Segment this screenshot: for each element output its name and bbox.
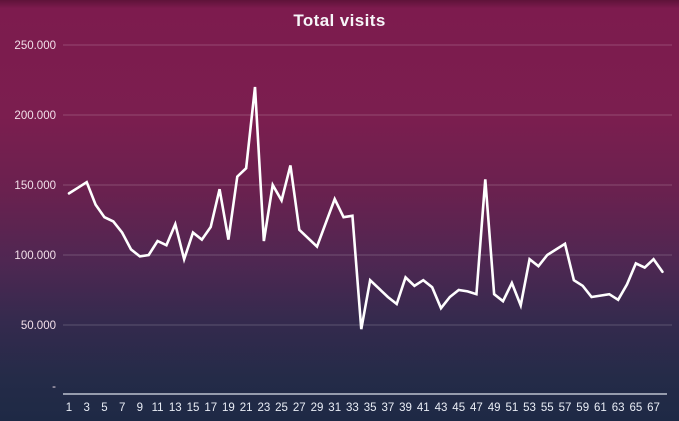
x-tick-label: 43 <box>435 402 448 414</box>
x-tick-label: 11 <box>152 402 164 414</box>
y-tick-label: 150.000 <box>14 180 56 192</box>
y-tick-label: 100.000 <box>14 250 56 262</box>
x-tick-label: 59 <box>576 402 589 414</box>
x-tick-label: 15 <box>187 402 200 414</box>
x-tick-label: 33 <box>346 402 359 414</box>
x-tick-label: 13 <box>169 402 182 414</box>
x-tick-label: 1 <box>66 402 72 414</box>
x-tick-label: 41 <box>417 402 430 414</box>
x-tick-label: 27 <box>293 402 306 414</box>
x-tick-label: 9 <box>137 402 143 414</box>
x-tick-label: 53 <box>523 402 536 414</box>
x-tick-label: 7 <box>119 402 125 414</box>
y-tick-label: 200.000 <box>14 110 56 122</box>
x-tick-label: 57 <box>559 402 572 414</box>
y-tick-label: 250.000 <box>14 40 56 52</box>
y-tick-label: 50.000 <box>21 320 56 332</box>
x-tick-label: 49 <box>488 402 501 414</box>
x-tick-label: 29 <box>311 402 324 414</box>
x-tick-label: 37 <box>381 402 394 414</box>
x-tick-label: 19 <box>222 402 235 414</box>
chart-title: Total visits <box>293 11 386 30</box>
x-tick-label: 17 <box>204 402 217 414</box>
x-tick-label: 25 <box>275 402 288 414</box>
x-tick-label: 61 <box>594 402 607 414</box>
x-tick-label: 3 <box>84 402 90 414</box>
x-tick-label: 31 <box>328 402 341 414</box>
x-tick-label: 35 <box>364 402 377 414</box>
x-tick-label: 5 <box>101 402 107 414</box>
x-tick-label: 63 <box>612 402 625 414</box>
y-tick-label: - <box>52 381 56 393</box>
x-tick-label: 45 <box>452 402 465 414</box>
x-tick-label: 39 <box>399 402 412 414</box>
x-tick-label: 21 <box>240 402 253 414</box>
x-tick-label: 65 <box>629 402 642 414</box>
x-tick-label: 51 <box>505 402 518 414</box>
x-tick-label: 67 <box>647 402 660 414</box>
visits-line-series <box>67 86 664 330</box>
x-tick-label: 23 <box>257 402 270 414</box>
x-tick-label: 47 <box>470 402 483 414</box>
x-tick-label: 55 <box>541 402 554 414</box>
